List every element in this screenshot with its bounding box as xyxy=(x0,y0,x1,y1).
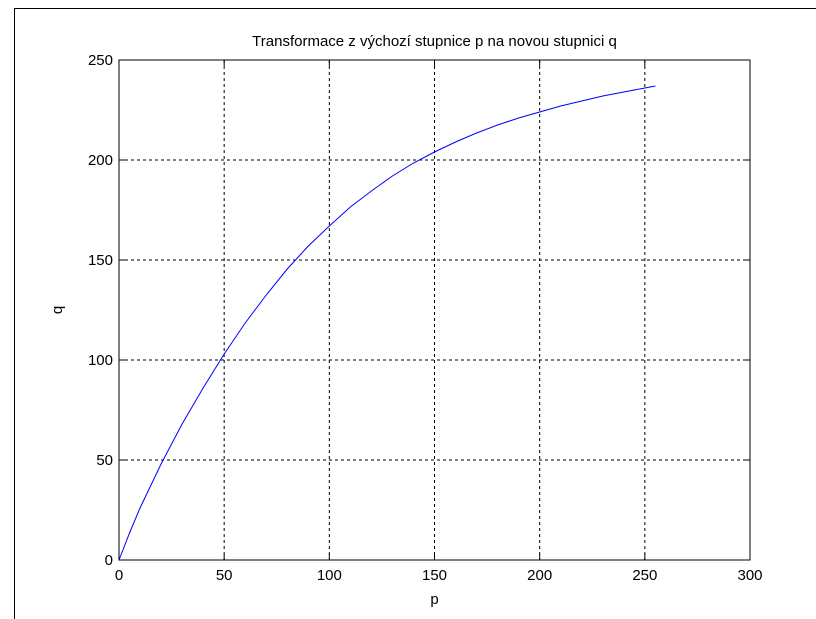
y-tick-label: 0 xyxy=(105,552,113,569)
x-tick-label: 200 xyxy=(527,567,552,584)
figure-frame-top xyxy=(14,8,816,9)
y-tick-label: 250 xyxy=(88,52,113,69)
x-tick-label: 50 xyxy=(216,567,233,584)
figure-frame-left xyxy=(14,8,15,619)
y-tick-label: 150 xyxy=(88,252,113,269)
y-tick-label: 200 xyxy=(88,152,113,169)
x-tick-label: 300 xyxy=(737,567,762,584)
y-tick-label: 100 xyxy=(88,352,113,369)
series-line xyxy=(118,85,656,561)
y-axis-label: q xyxy=(49,306,66,314)
y-tick-label: 50 xyxy=(96,452,113,469)
x-tick-label: 0 xyxy=(115,567,123,584)
chart-title: Transformace z výchozí stupnice p na nov… xyxy=(252,33,617,50)
x-tick-label: 100 xyxy=(317,567,342,584)
x-tick-label: 150 xyxy=(422,567,447,584)
x-tick-label: 250 xyxy=(632,567,657,584)
x-axis-label: p xyxy=(430,591,438,608)
